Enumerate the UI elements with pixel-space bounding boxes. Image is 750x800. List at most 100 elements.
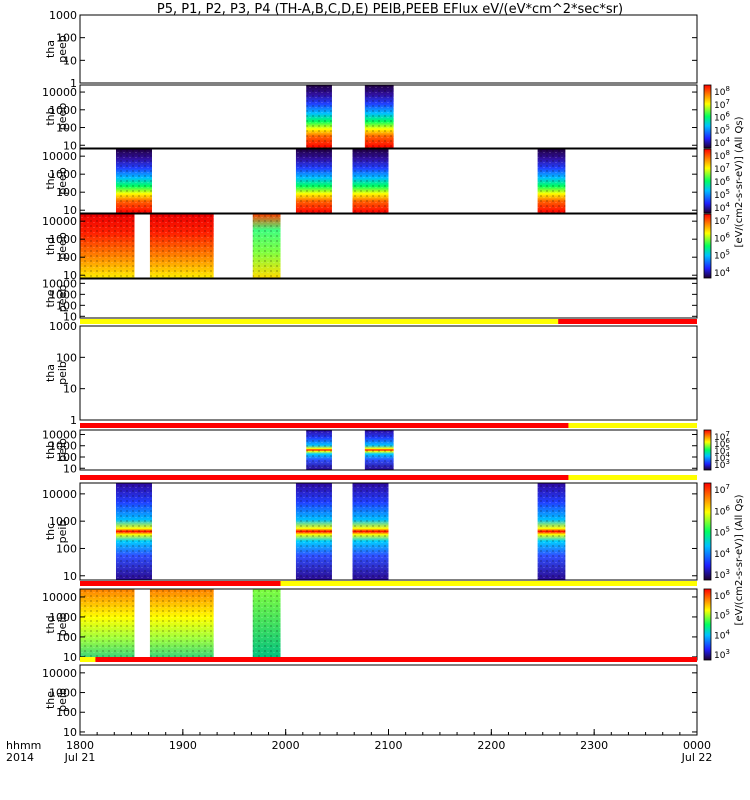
colorbar-tick-thb-peeb-1: 105 bbox=[714, 123, 730, 136]
panel-label-probe-0: tha bbox=[44, 40, 57, 58]
figure-title: P5, P1, P2, P3, P4 (TH-A,B,C,D,E) PEIB,P… bbox=[156, 2, 624, 17]
start-date-label: Jul 21 bbox=[64, 751, 96, 764]
ytick-label-the-peib-1: 100 bbox=[56, 706, 77, 719]
panel-thc-peib: 10 100 1000 10000 thc peib 103 104 105 106 107 bbox=[42, 475, 730, 583]
ytick-label-tha-peib-2: 100 bbox=[56, 351, 77, 364]
panel-label-probe-2: thc bbox=[44, 172, 57, 189]
ytick-label-thd-peib-2: 1000 bbox=[49, 611, 77, 624]
panel-label-instrument-1: peeb bbox=[56, 103, 69, 131]
ytick-label-tha-peeb-3: 1000 bbox=[49, 9, 77, 22]
ytick-label-thb-peeb-2: 1000 bbox=[49, 104, 77, 117]
panel-label-instrument-9: peib bbox=[56, 688, 69, 712]
ytick-label-thd-peib-1: 100 bbox=[56, 631, 77, 644]
spectrum-texture-thd-peeb-1 bbox=[149, 214, 214, 278]
colorbar-tick-thb-peeb-0: 104 bbox=[714, 136, 730, 149]
colorbar-unit-peib: [eV/(cm2-s-sr-eV)] (All Qs) bbox=[734, 494, 745, 625]
xtick-label-0: 1800 bbox=[66, 739, 94, 752]
colorbar-tick-thb-peeb-3: 107 bbox=[714, 98, 730, 111]
panel-label-probe-5: tha bbox=[44, 364, 57, 382]
colorbar-tick-thc-peib-2: 105 bbox=[714, 526, 730, 539]
ytick-label-thc-peib-1: 100 bbox=[56, 542, 77, 555]
spectrum-texture-thb-peeb-1 bbox=[364, 85, 394, 148]
colorbar-tick-thd-peeb-2: 106 bbox=[714, 231, 730, 244]
mode-bar-the-0 bbox=[80, 657, 96, 662]
ytick-label-thb-peib-3: 10000 bbox=[42, 428, 77, 441]
colorbar-tick-thd-peeb-3: 107 bbox=[714, 214, 730, 227]
spectrum-texture-thd-peeb-2 bbox=[252, 214, 281, 278]
mode-bar-tha-0 bbox=[80, 319, 559, 324]
spectrum-texture-thc-peib-1 bbox=[295, 483, 332, 580]
ytick-label-thc-peib-3: 10000 bbox=[42, 488, 77, 501]
colorbar-tick-thd-peeb-0: 104 bbox=[714, 266, 730, 279]
xtick-label-5: 2300 bbox=[580, 739, 608, 752]
colorbar-tick-thc-peib-4: 107 bbox=[714, 483, 730, 496]
colorbar-tick-thc-peeb-2: 106 bbox=[714, 175, 730, 188]
colorbar-tick-thc-peib-3: 106 bbox=[714, 504, 730, 517]
ytick-label-thd-peib-3: 10000 bbox=[42, 591, 77, 604]
mode-bar-tha-1 bbox=[558, 319, 697, 324]
ytick-label-thd-peeb-3: 10000 bbox=[42, 215, 77, 228]
panel-thd-peeb: 10 100 1000 10000 thd peeb 104 105 106 107 bbox=[42, 213, 730, 282]
ytick-label-thd-peib-0: 10 bbox=[63, 651, 77, 664]
mode-bar-thc-1 bbox=[568, 475, 697, 480]
spectrum-texture-thd-peib-2 bbox=[252, 589, 281, 660]
panel-label-probe-6: thb bbox=[44, 441, 57, 459]
ytick-label-thb-peeb-3: 10000 bbox=[42, 86, 77, 99]
mode-bar-the-1 bbox=[95, 657, 698, 662]
colorbar-thb-peib bbox=[703, 429, 712, 471]
spectrum-texture-thc-peeb-1 bbox=[295, 149, 332, 213]
panel-label-probe-8: thd bbox=[44, 615, 57, 633]
mode-bar-thd-1 bbox=[280, 581, 697, 586]
panel-label-probe-3: thd bbox=[44, 237, 57, 255]
panel-frame-thc-peeb bbox=[79, 148, 698, 214]
panel-frame-the-peeb bbox=[79, 278, 698, 319]
ytick-label-tha-peib-3: 1000 bbox=[49, 320, 77, 333]
spectrum-texture-thc-peib-0 bbox=[115, 483, 152, 580]
mode-bar-thb-0 bbox=[80, 423, 569, 428]
time-row-label: hhmm bbox=[6, 739, 41, 752]
colorbar-thd-peib bbox=[703, 588, 712, 661]
spectrum-texture-thd-peib-1 bbox=[149, 589, 214, 660]
ytick-label-thd-peeb-0: 10 bbox=[63, 269, 77, 282]
panel-label-instrument-5: peib bbox=[56, 361, 69, 385]
panel-frame-thc-peib bbox=[79, 482, 698, 581]
panel-label-instrument-4: peeb bbox=[56, 285, 69, 313]
spectrum-texture-thc-peeb-3 bbox=[537, 149, 566, 213]
ytick-label-thc-peeb-1: 100 bbox=[56, 186, 77, 199]
ytick-label-thc-peib-2: 1000 bbox=[49, 515, 77, 528]
spectrum-texture-thb-peib-1 bbox=[364, 430, 394, 470]
ytick-label-thc-peeb-0: 10 bbox=[63, 204, 77, 217]
panel-label-probe-9: the bbox=[44, 691, 57, 709]
mode-bar-thd-0 bbox=[80, 581, 281, 586]
ytick-label-the-peeb-3: 10000 bbox=[42, 277, 77, 290]
xtick-label-6: 0000 bbox=[683, 739, 711, 752]
colorbar-tick-thc-peeb-1: 105 bbox=[714, 188, 730, 201]
ytick-label-tha-peib-1: 10 bbox=[63, 383, 77, 396]
ytick-label-the-peib-2: 1000 bbox=[49, 687, 77, 700]
mode-bar-thb-1 bbox=[568, 423, 697, 428]
colorbar-tick-thc-peib-1: 104 bbox=[714, 547, 730, 560]
ytick-label-the-peib-3: 10000 bbox=[42, 667, 77, 680]
panel-frame-tha-peeb bbox=[79, 14, 698, 84]
panel-frame-thb-peib bbox=[79, 429, 698, 471]
ytick-label-thb-peeb-0: 10 bbox=[63, 139, 77, 152]
panel-frame-thb-peeb bbox=[79, 84, 698, 149]
colorbar-tick-thb-peeb-4: 108 bbox=[714, 85, 730, 98]
ytick-label-thc-peib-0: 10 bbox=[63, 570, 77, 583]
colorbar-tick-thd-peib-2: 105 bbox=[714, 609, 730, 622]
xtick-label-3: 2100 bbox=[375, 739, 403, 752]
colorbar-tick-thc-peeb-3: 107 bbox=[714, 162, 730, 175]
colorbar-thd-peeb bbox=[703, 213, 712, 279]
colorbar-tick-thb-peeb-2: 106 bbox=[714, 111, 730, 124]
spectrum-texture-thc-peib-2 bbox=[352, 483, 389, 580]
panel-tha-peib: 1 10 100 1000 tha peib bbox=[44, 319, 698, 427]
ytick-label-tha-peeb-2: 100 bbox=[56, 32, 77, 45]
ytick-label-thb-peeb-1: 100 bbox=[56, 122, 77, 135]
spectrum-texture-thb-peeb-0 bbox=[306, 85, 332, 148]
colorbar-tick-thd-peib-3: 106 bbox=[714, 589, 730, 602]
ytick-label-the-peeb-2: 1000 bbox=[49, 288, 77, 301]
